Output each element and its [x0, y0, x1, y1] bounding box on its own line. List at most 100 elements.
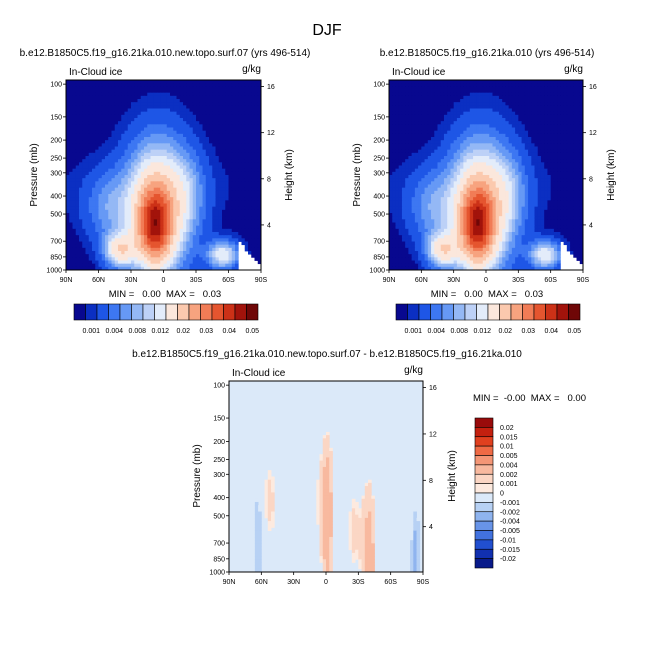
heatmap-cell [153, 108, 158, 113]
heatmap-cell [66, 257, 70, 261]
heatmap-cell [486, 86, 490, 90]
heatmap-cell [105, 184, 109, 189]
heatmap-cell [244, 203, 249, 208]
heatmap-cell [405, 80, 409, 84]
heatmap-cell [79, 241, 83, 246]
heatmap-cell [166, 197, 171, 201]
heatmap-cell [189, 228, 194, 233]
heatmap-cell [248, 247, 252, 252]
heatmap-cell [241, 95, 246, 100]
heatmap-cell [453, 92, 458, 97]
heatmap-cell [473, 140, 477, 144]
heatmap-cell [111, 105, 116, 109]
heatmap-cell [127, 130, 132, 135]
heatmap-cell [95, 235, 99, 239]
heatmap-cell [72, 206, 77, 211]
heatmap-cell [235, 165, 239, 170]
heatmap-cell [124, 152, 129, 157]
heatmap-cell [140, 162, 145, 166]
heatmap-cell [212, 251, 216, 255]
heatmap-cell [192, 197, 197, 201]
heatmap-cell [196, 175, 200, 179]
heatmap-cell [421, 105, 425, 109]
heatmap-cell [408, 146, 413, 151]
heatmap-cell [150, 86, 155, 90]
heatmap-cell [547, 137, 552, 141]
heatmap-cell [251, 213, 255, 217]
heatmap-cell [179, 254, 184, 258]
heatmap-cell [137, 225, 142, 230]
heatmap-cell [192, 247, 197, 252]
heatmap-cell [127, 175, 132, 179]
heatmap-cell [244, 152, 249, 157]
heatmap-cell [82, 171, 86, 176]
heatmap-cell [118, 159, 122, 163]
heatmap-cell [114, 152, 119, 157]
heatmap-cell [196, 143, 200, 147]
heatmap-cell [528, 83, 532, 87]
heatmap-cell [189, 137, 194, 141]
heatmap-cell [215, 175, 220, 179]
heatmap-cell [95, 197, 99, 201]
heatmap-cell [79, 266, 83, 270]
heatmap-cell [205, 137, 210, 141]
heatmap-cell [189, 165, 194, 170]
heatmap-cell [524, 133, 529, 138]
heatmap-cell [225, 228, 229, 233]
heatmap-cell [418, 149, 422, 154]
heatmap-cell [222, 118, 226, 122]
heatmap-cell [189, 254, 194, 258]
y-tick-label: 300 [50, 170, 62, 177]
heatmap-cell [137, 247, 142, 252]
heatmap-cell [576, 89, 581, 94]
heatmap-cell [88, 108, 93, 113]
heatmap-cell [69, 209, 73, 214]
heatmap-cell [85, 86, 90, 90]
heatmap-cell [140, 175, 145, 179]
heatmap-cell [114, 260, 119, 265]
heatmap-cell [183, 232, 187, 236]
heatmap-cell [140, 206, 145, 211]
heatmap-cell [218, 251, 223, 255]
heatmap-cell [212, 108, 216, 113]
heatmap-cell [150, 209, 155, 214]
heatmap-cell [196, 149, 200, 154]
heatmap-cell [209, 86, 213, 90]
heatmap-cell [222, 181, 226, 185]
heatmap-cell [192, 235, 197, 239]
heatmap-cell [150, 216, 155, 220]
heatmap-cell [176, 225, 181, 230]
heatmap-cell [215, 111, 220, 116]
heatmap-cell [157, 235, 161, 239]
heatmap-cell [498, 92, 503, 97]
heatmap-cell [92, 143, 96, 147]
heatmap-cell [502, 99, 506, 103]
heatmap-cell [550, 143, 555, 147]
heatmap-cell [495, 105, 500, 109]
heatmap-cell [82, 133, 86, 138]
heatmap-cell [228, 206, 233, 211]
heatmap-cell [473, 89, 477, 94]
heatmap-cell [108, 108, 112, 113]
heatmap-cell [463, 99, 467, 103]
heatmap-cell [186, 171, 190, 176]
heatmap-cell [431, 146, 435, 151]
heatmap-cell [140, 114, 145, 119]
heatmap-cell [540, 124, 545, 128]
heatmap-cell [105, 162, 109, 166]
heatmap-cell [235, 80, 239, 84]
heatmap-cell [173, 238, 177, 242]
heatmap-cell [505, 130, 510, 135]
heatmap-cell [79, 102, 83, 106]
heatmap-cell [150, 118, 155, 122]
heatmap-cell [431, 121, 435, 125]
heatmap-cell [163, 156, 168, 160]
heatmap-cell [82, 184, 86, 189]
colorbar-swatch [177, 303, 190, 321]
heatmap-cell [88, 197, 93, 201]
heatmap-cell [144, 197, 148, 201]
heatmap-cell [85, 171, 90, 176]
heatmap-cell [241, 225, 246, 230]
heatmap-cell [495, 140, 500, 144]
heatmap-cell [157, 165, 161, 170]
